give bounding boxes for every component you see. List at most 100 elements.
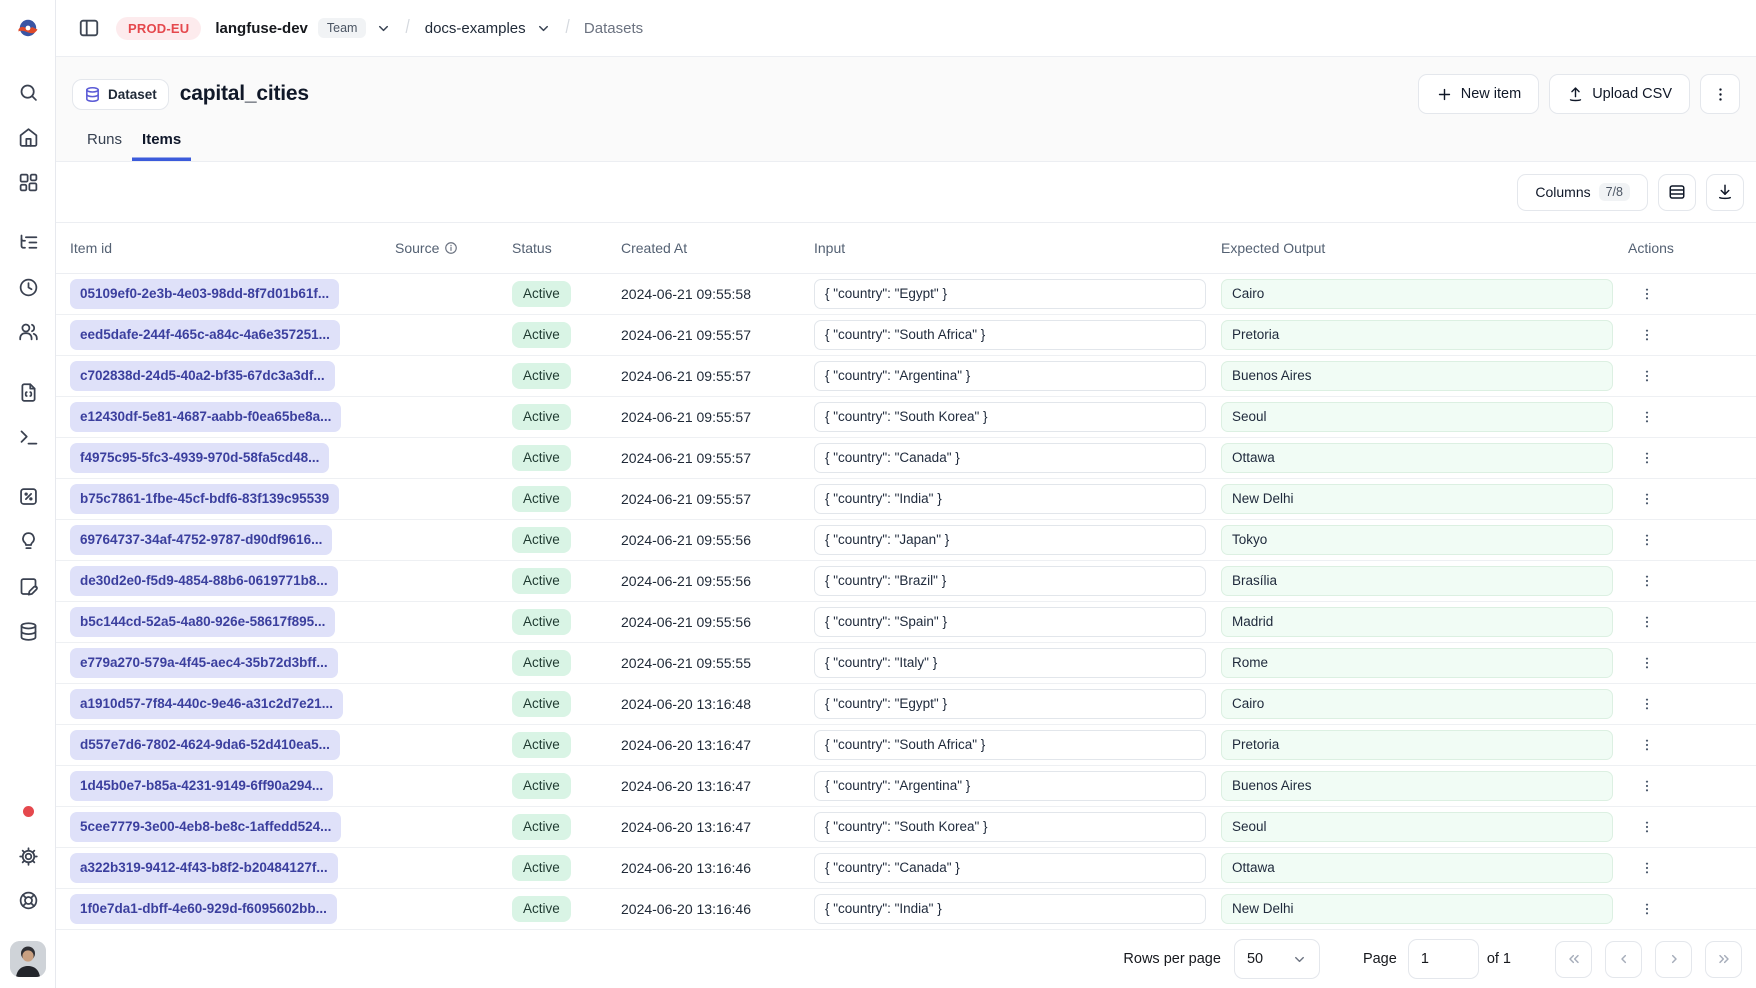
item-id-link[interactable]: b75c7861-1fbe-45cf-bdf6-83f139c95539 [70, 484, 340, 514]
item-id-link[interactable]: e779a270-579a-4f45-aec4-35b72d3bff... [70, 648, 338, 678]
sidebar-item-annotation[interactable] [10, 568, 46, 604]
last-page-button[interactable] [1705, 940, 1742, 978]
input-cell[interactable]: { "country": "Japan" } [814, 525, 1206, 555]
expected-output-cell[interactable]: Seoul [1221, 812, 1613, 842]
expected-output-cell[interactable]: Pretoria [1221, 320, 1613, 350]
input-cell[interactable]: { "country": "India" } [814, 894, 1206, 924]
item-id-link[interactable]: b5c144cd-52a5-4a80-926e-58617f895... [70, 607, 336, 637]
sidebar-item-prompts[interactable] [10, 374, 46, 410]
expected-output-cell[interactable]: New Delhi [1221, 894, 1613, 924]
sidebar-item-home[interactable] [10, 119, 46, 155]
row-actions-button[interactable] [1632, 730, 1662, 760]
sidebar-item-support[interactable] [10, 882, 46, 918]
item-id-link[interactable]: a1910d57-7f84-440c-9e46-a31c2d7e21... [70, 689, 343, 719]
expected-output-cell[interactable]: Ottawa [1221, 443, 1613, 473]
breadcrumb-section[interactable]: Datasets [583, 19, 644, 37]
input-cell[interactable]: { "country": "Canada" } [814, 853, 1206, 883]
expected-output-cell[interactable]: Seoul [1221, 402, 1613, 432]
sidebar-item-tracing[interactable] [10, 224, 46, 260]
expected-output-cell[interactable]: Madrid [1221, 607, 1613, 637]
project-dropdown-trigger[interactable] [536, 21, 551, 36]
expected-output-cell[interactable]: New Delhi [1221, 484, 1613, 514]
expected-output-cell[interactable]: Brasília [1221, 566, 1613, 596]
item-id-link[interactable]: c702838d-24d5-40a2-bf35-67dc3a3df... [70, 361, 335, 391]
tab-items[interactable]: Items [132, 123, 191, 161]
page-number-input[interactable] [1407, 939, 1479, 979]
expected-output-cell[interactable]: Tokyo [1221, 525, 1613, 555]
more-options-button[interactable] [1700, 74, 1740, 114]
expected-output-cell[interactable]: Ottawa [1221, 853, 1613, 883]
input-cell[interactable]: { "country": "Italy" } [814, 648, 1206, 678]
org-name[interactable]: langfuse-dev [215, 19, 308, 37]
row-actions-button[interactable] [1632, 648, 1662, 678]
expected-output-cell[interactable]: Cairo [1221, 279, 1613, 309]
first-page-button[interactable] [1555, 940, 1592, 978]
item-id-link[interactable]: eed5dafe-244f-465c-a84c-4a6e357251... [70, 320, 340, 350]
row-height-button[interactable] [1658, 173, 1696, 211]
item-id-link[interactable]: e12430df-5e81-4687-aabb-f0ea65be8a... [70, 402, 342, 432]
sidebar-toggle-button[interactable] [72, 11, 106, 45]
input-cell[interactable]: { "country": "Argentina" } [814, 771, 1206, 801]
row-actions-button[interactable] [1632, 771, 1662, 801]
input-cell[interactable]: { "country": "Spain" } [814, 607, 1206, 637]
sidebar-item-insights[interactable] [10, 523, 46, 559]
row-actions-button[interactable] [1632, 566, 1662, 596]
input-cell[interactable]: { "country": "Egypt" } [814, 279, 1206, 309]
sidebar-item-search[interactable] [10, 74, 46, 110]
item-id-link[interactable]: 69764737-34af-4752-9787-d90df9616... [70, 525, 333, 555]
row-actions-button[interactable] [1632, 320, 1662, 350]
row-actions-button[interactable] [1632, 443, 1662, 473]
input-cell[interactable]: { "country": "Argentina" } [814, 361, 1206, 391]
row-actions-button[interactable] [1632, 525, 1662, 555]
row-actions-button[interactable] [1632, 689, 1662, 719]
item-id-link[interactable]: 1f0e7da1-dbff-4e60-929d-f6095602bb... [70, 894, 337, 924]
item-id-link[interactable]: f4975c95-5fc3-4939-970d-58fa5cd48... [70, 443, 330, 473]
project-name[interactable]: docs-examples [424, 19, 526, 37]
row-actions-button[interactable] [1632, 484, 1662, 514]
sidebar-item-dashboards[interactable] [10, 164, 46, 200]
input-cell[interactable]: { "country": "Brazil" } [814, 566, 1206, 596]
input-cell[interactable]: { "country": "India" } [814, 484, 1206, 514]
expected-output-cell[interactable]: Rome [1221, 648, 1613, 678]
sidebar-item-datasets[interactable] [10, 613, 46, 649]
item-id-link[interactable]: 05109ef0-2e3b-4e03-98dd-8f7d01b61f... [70, 279, 340, 309]
upload-csv-button[interactable]: Upload CSV [1549, 74, 1690, 114]
input-cell[interactable]: { "country": "South Africa" } [814, 320, 1206, 350]
sidebar-item-evaluation[interactable] [10, 478, 46, 514]
sidebar-item-users[interactable] [10, 313, 46, 349]
new-item-button[interactable]: New item [1417, 74, 1540, 114]
row-actions-button[interactable] [1632, 279, 1662, 309]
item-id-link[interactable]: 5cee7779-3e00-4eb8-be8c-1affedd524... [70, 812, 342, 842]
row-actions-button[interactable] [1632, 894, 1662, 924]
expected-output-cell[interactable]: Pretoria [1221, 730, 1613, 760]
previous-page-button[interactable] [1605, 940, 1642, 978]
export-button[interactable] [1706, 173, 1744, 211]
expected-output-cell[interactable]: Cairo [1221, 689, 1613, 719]
row-actions-button[interactable] [1632, 402, 1662, 432]
item-id-link[interactable]: a322b319-9412-4f43-b8f2-b20484127f... [70, 853, 338, 883]
rows-per-page-select[interactable]: 50 [1233, 939, 1320, 979]
sidebar-item-playground[interactable] [10, 419, 46, 455]
input-cell[interactable]: { "country": "South Africa" } [814, 730, 1206, 760]
user-avatar[interactable] [10, 941, 46, 977]
expected-output-cell[interactable]: Buenos Aires [1221, 361, 1613, 391]
row-actions-button[interactable] [1632, 361, 1662, 391]
item-id-link[interactable]: d557e7d6-7802-4624-9da6-52d410ea5... [70, 730, 340, 760]
next-page-button[interactable] [1655, 940, 1692, 978]
row-actions-button[interactable] [1632, 607, 1662, 637]
tab-runs[interactable]: Runs [87, 131, 123, 148]
row-actions-button[interactable] [1632, 853, 1662, 883]
row-actions-button[interactable] [1632, 812, 1662, 842]
sidebar-item-settings[interactable] [10, 838, 46, 874]
info-icon[interactable] [444, 241, 458, 255]
input-cell[interactable]: { "country": "Canada" } [814, 443, 1206, 473]
input-cell[interactable]: { "country": "South Korea" } [814, 812, 1206, 842]
langfuse-logo[interactable] [14, 14, 42, 42]
org-dropdown-trigger[interactable] [376, 21, 391, 36]
expected-output-cell[interactable]: Buenos Aires [1221, 771, 1613, 801]
columns-button[interactable]: Columns 7/8 [1517, 173, 1648, 211]
item-id-link[interactable]: de30d2e0-f5d9-4854-88b6-0619771b8... [70, 566, 338, 596]
input-cell[interactable]: { "country": "Egypt" } [814, 689, 1206, 719]
input-cell[interactable]: { "country": "South Korea" } [814, 402, 1206, 432]
item-id-link[interactable]: 1d45b0e7-b85a-4231-9149-6ff90a294... [70, 771, 334, 801]
